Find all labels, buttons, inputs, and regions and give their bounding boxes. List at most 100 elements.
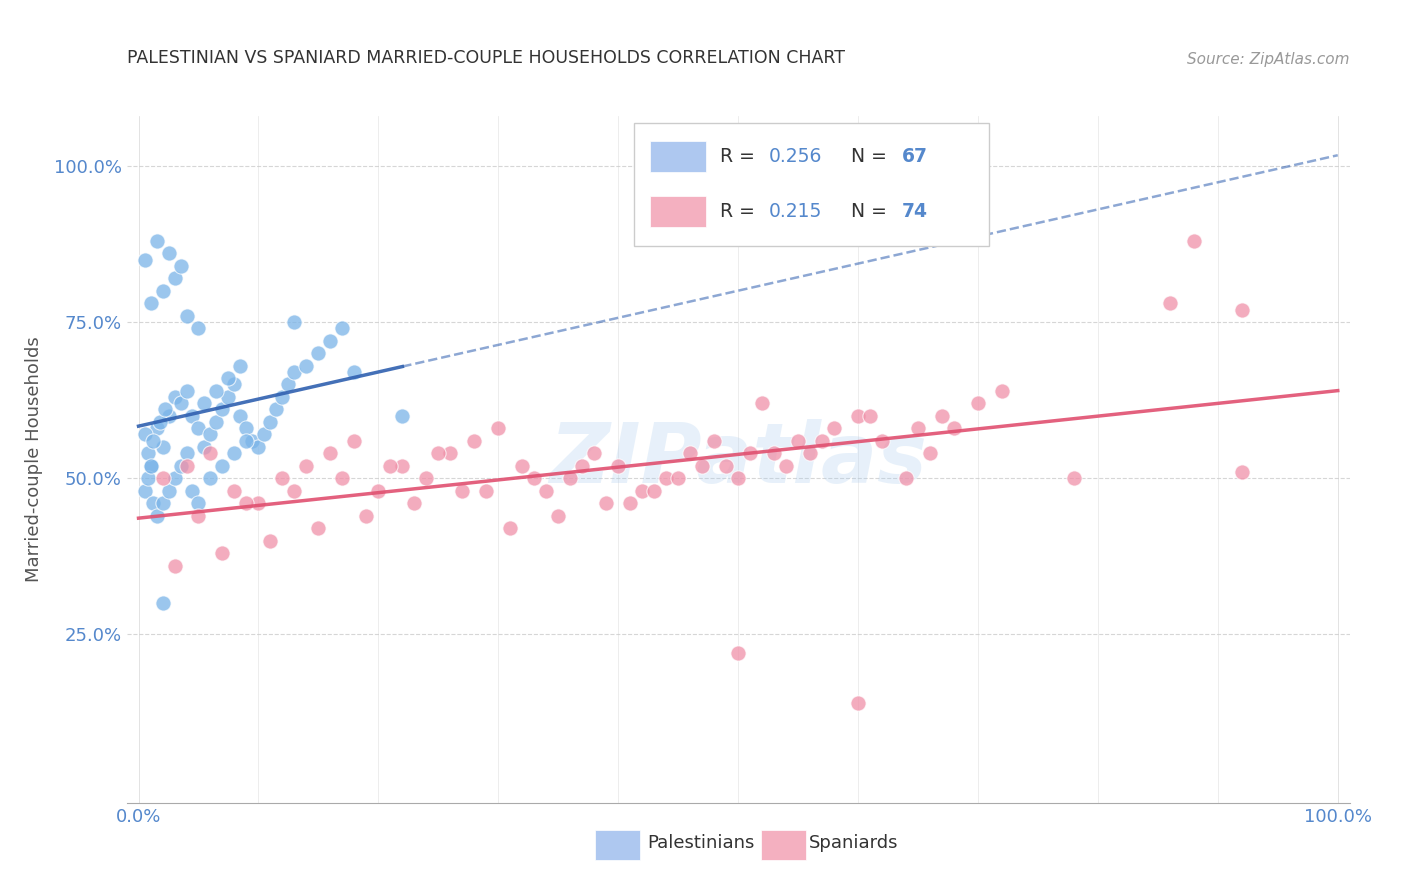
Point <box>277 377 299 392</box>
Point <box>217 390 239 404</box>
Text: 0.215: 0.215 <box>769 202 823 221</box>
Point <box>332 471 354 485</box>
Point <box>134 427 156 442</box>
Point <box>943 421 966 435</box>
Point <box>307 346 329 360</box>
Point <box>242 434 264 448</box>
Point <box>193 396 215 410</box>
Point <box>356 508 378 523</box>
Point <box>918 446 941 460</box>
Point <box>283 483 305 498</box>
Point <box>271 390 294 404</box>
Point <box>134 483 156 498</box>
Point <box>142 434 165 448</box>
Point <box>510 458 533 473</box>
FancyBboxPatch shape <box>595 830 640 860</box>
Point <box>200 446 222 460</box>
Point <box>283 365 305 379</box>
Text: N =: N = <box>851 202 893 221</box>
Point <box>560 471 582 485</box>
Point <box>870 434 893 448</box>
Point <box>295 458 318 473</box>
Point <box>427 446 450 460</box>
Point <box>523 471 546 485</box>
Point <box>799 446 821 460</box>
Point <box>187 496 209 510</box>
Point <box>295 359 318 373</box>
Point <box>727 646 749 660</box>
Point <box>619 496 641 510</box>
Point <box>152 596 174 610</box>
Point <box>136 446 159 460</box>
Point <box>139 458 162 473</box>
Point <box>224 483 246 498</box>
Point <box>823 421 845 435</box>
Point <box>655 471 678 485</box>
Point <box>547 508 569 523</box>
Text: ZIPatlas: ZIPatlas <box>550 419 927 500</box>
Text: Source: ZipAtlas.com: Source: ZipAtlas.com <box>1187 52 1350 67</box>
Point <box>157 246 180 260</box>
Point <box>193 440 215 454</box>
Point <box>775 458 797 473</box>
Point <box>571 458 593 473</box>
Point <box>894 471 917 485</box>
Point <box>967 396 990 410</box>
Text: 67: 67 <box>903 147 928 166</box>
Point <box>235 496 257 510</box>
Point <box>152 496 174 510</box>
Point <box>439 446 461 460</box>
Point <box>486 421 509 435</box>
Point <box>224 446 246 460</box>
Y-axis label: Married-couple Households: Married-couple Households <box>24 336 42 582</box>
Point <box>224 377 246 392</box>
Point <box>136 471 159 485</box>
Point <box>391 409 413 423</box>
Text: Spaniards: Spaniards <box>808 834 898 852</box>
Point <box>211 458 233 473</box>
Point <box>391 458 413 473</box>
Point <box>187 508 209 523</box>
Point <box>319 334 342 348</box>
FancyBboxPatch shape <box>650 195 706 227</box>
Point <box>451 483 474 498</box>
Point <box>134 252 156 267</box>
Point <box>187 321 209 335</box>
Point <box>271 471 294 485</box>
Point <box>152 471 174 485</box>
Point <box>200 471 222 485</box>
Point <box>266 402 288 417</box>
Text: R =: R = <box>720 147 761 166</box>
Point <box>811 434 834 448</box>
Point <box>229 409 252 423</box>
Point <box>259 415 281 429</box>
Point <box>181 409 204 423</box>
Point <box>169 458 191 473</box>
Point <box>536 483 558 498</box>
Point <box>367 483 389 498</box>
Point <box>169 396 191 410</box>
Point <box>163 558 186 573</box>
Point <box>163 390 186 404</box>
Point <box>859 409 882 423</box>
Point <box>152 440 174 454</box>
Point <box>253 427 276 442</box>
Point <box>259 533 281 548</box>
Point <box>595 496 617 510</box>
Point <box>751 396 773 410</box>
Point <box>499 521 522 535</box>
Point <box>176 384 198 398</box>
Point <box>631 483 654 498</box>
Point <box>149 415 172 429</box>
Point <box>176 446 198 460</box>
Point <box>343 434 366 448</box>
Point <box>703 434 725 448</box>
Text: Palestinians: Palestinians <box>647 834 754 852</box>
Point <box>200 427 222 442</box>
Point <box>1159 296 1181 310</box>
Point <box>169 259 191 273</box>
Point <box>205 415 228 429</box>
Point <box>679 446 702 460</box>
Point <box>153 402 176 417</box>
Point <box>145 508 167 523</box>
